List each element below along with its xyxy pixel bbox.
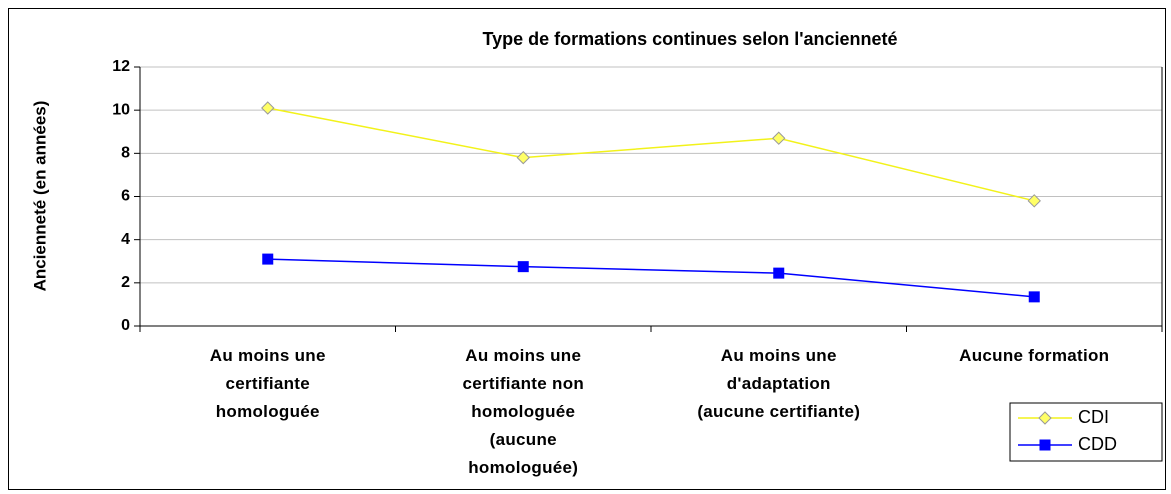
chart-frame — [8, 8, 1166, 490]
data-point — [516, 150, 530, 165]
data-point — [1027, 194, 1041, 208]
data-point — [517, 261, 529, 273]
y-axis-label: Ancienneté (en années) — [30, 101, 49, 292]
legend-box — [1009, 402, 1163, 462]
legend-marker — [1038, 411, 1052, 425]
x-tick-label: Au moins une certifiante non homologuée … — [462, 346, 585, 477]
y-tick-label: 10 — [112, 101, 130, 118]
chart-title: Type de formations continues selon l'anc… — [482, 29, 897, 49]
data-point — [262, 253, 274, 265]
series-line — [267, 107, 1035, 202]
data-point — [1028, 291, 1040, 303]
series-line — [267, 258, 1035, 298]
y-tick-label: 4 — [121, 231, 130, 248]
x-tick-label: Aucune formation — [959, 346, 1110, 365]
data-point — [772, 131, 786, 145]
y-tick-label: 2 — [121, 274, 130, 291]
x-tick-label: Au moins une d'adaptation (aucune certif… — [697, 346, 861, 421]
data-point — [773, 267, 785, 279]
legend-label: CDD — [1078, 434, 1117, 454]
y-tick-label: 12 — [112, 58, 130, 75]
x-tick-label: Au moins une certifiante homologuée — [209, 346, 326, 421]
legend-label: CDI — [1078, 407, 1109, 427]
legend-marker — [1039, 439, 1051, 451]
y-tick-label: 0 — [121, 317, 130, 334]
y-tick-label: 8 — [121, 145, 130, 162]
data-point — [261, 101, 275, 115]
y-tick-label: 6 — [121, 188, 130, 205]
